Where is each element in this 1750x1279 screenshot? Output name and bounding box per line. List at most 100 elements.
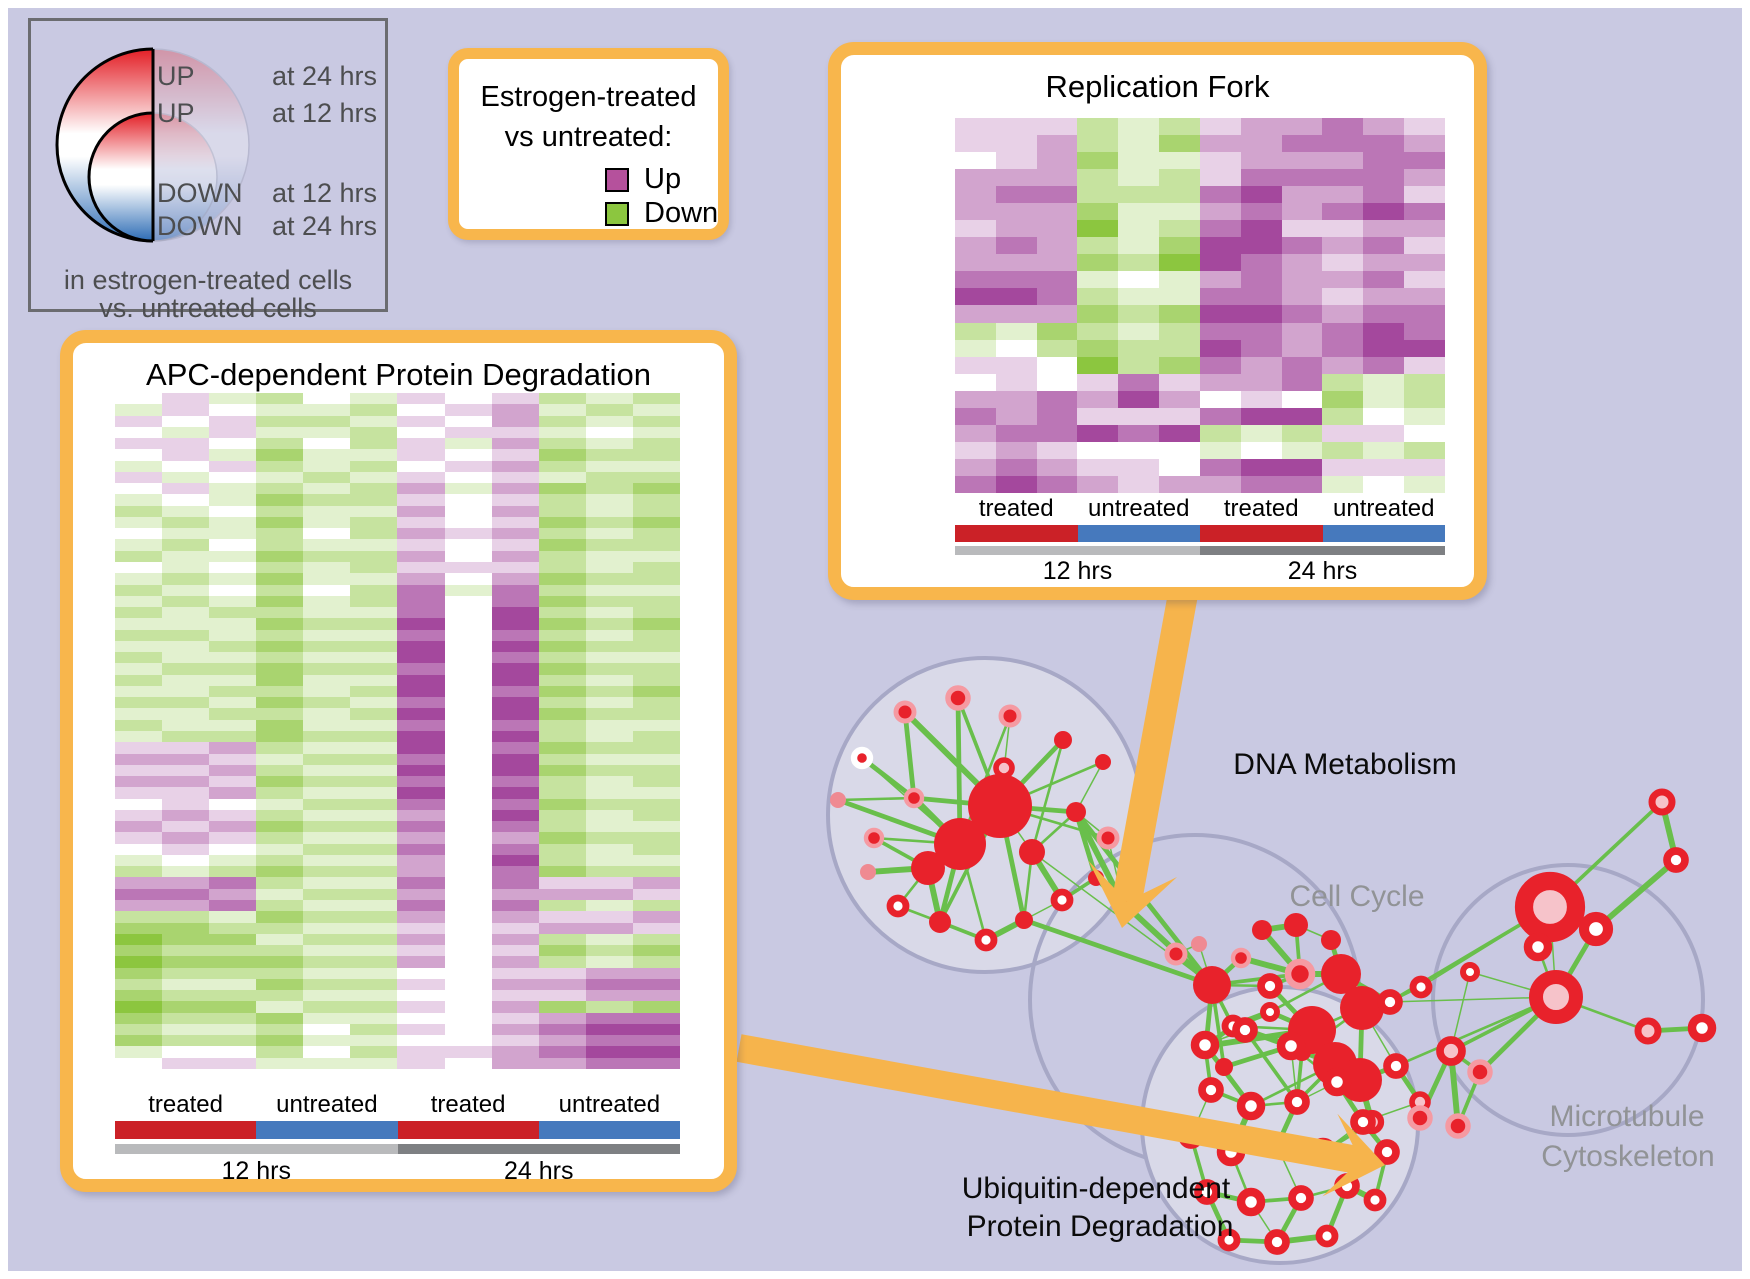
gene-node: [1687, 1013, 1717, 1043]
gene-node: [1019, 839, 1045, 865]
rf-condition-labels: treated untreated treated untreated: [955, 495, 1445, 523]
gene-node: [1066, 802, 1086, 822]
rf-treated-1: treated: [978, 495, 1054, 522]
rf-time-bars: [955, 546, 1445, 555]
rf-untreated-1: untreated: [1088, 495, 1190, 522]
apc-heatmap: [115, 393, 680, 1069]
gene-node: [860, 864, 876, 880]
legend-up-24-time: at 24 hrs: [271, 61, 377, 91]
cluster-label-cytoskeleton: Cytoskeleton: [1541, 1140, 1715, 1173]
gene-node: [1096, 826, 1120, 850]
apc-untreated-1: untreated: [276, 1091, 378, 1118]
estrogen-legend-title-line2: vs untreated:: [504, 121, 673, 153]
legend-footer-line1: in estrogen-treated cells: [63, 265, 353, 295]
gene-node: [1232, 1017, 1258, 1043]
gene-node: [1193, 966, 1231, 1004]
apc-title: APC-dependent Protein Degradation: [146, 357, 651, 392]
rf-untreated-bar-1: [1077, 525, 1200, 542]
gene-node: [968, 774, 1032, 838]
estrogen-legend-title-line1: Estrogen-treated: [480, 81, 697, 113]
gene-node: [1514, 871, 1586, 943]
gene-node: [1350, 1109, 1376, 1135]
apc-treated-2: treated: [430, 1091, 506, 1118]
gene-node: [1407, 1105, 1433, 1131]
gene-node: [1217, 1228, 1241, 1252]
rf-24hrs-bar: [1200, 546, 1445, 555]
legend-footer-line2: vs. untreated cells: [99, 293, 317, 323]
gene-node: [1315, 1224, 1339, 1248]
gene-node: [1215, 1058, 1233, 1076]
gene-node: [1190, 1030, 1220, 1060]
gene-node: [929, 911, 951, 933]
gene-node: [1634, 1017, 1662, 1045]
apc-untreated-2: untreated: [558, 1091, 661, 1118]
gene-node: [1663, 847, 1689, 873]
gene-node: [863, 827, 885, 849]
apc-12hrs-bar: [115, 1144, 398, 1154]
gene-node: [1252, 920, 1272, 940]
gene-node: [1523, 932, 1553, 962]
gene-node: [1377, 989, 1403, 1015]
gene-node: [1095, 754, 1111, 770]
gene-node: [1445, 1113, 1471, 1139]
gene-node: [1284, 913, 1308, 937]
cluster-label-dna-metabolism: DNA Metabolism: [1233, 748, 1457, 781]
rf-12hrs-label: 12 hrs: [1042, 557, 1113, 585]
legend-up-24-label: UP: [157, 61, 195, 91]
rf-time-labels: 12 hrs 24 hrs: [955, 557, 1445, 586]
gene-node: [850, 746, 874, 770]
gene-node: [1236, 1187, 1266, 1217]
gene-node: [998, 704, 1022, 728]
gene-node: [1198, 1077, 1224, 1103]
estrogen-legend-down-item: Down: [605, 197, 718, 230]
panel-arrow-shaft-2: [736, 1034, 1363, 1175]
panel-arrow-head-1: [1088, 860, 1178, 928]
gene-node: [893, 700, 917, 724]
rf-treated-bar-1: [955, 525, 1078, 542]
rf-12hrs-bar: [955, 546, 1200, 555]
gene-node: [993, 757, 1015, 779]
legend-down-12-time: at 12 hrs: [271, 178, 377, 208]
estrogen-legend-up-item: Up: [605, 163, 681, 196]
apc-condition-bars: [115, 1121, 680, 1139]
legend-down-12-label: DOWN: [157, 178, 243, 208]
gene-node: [1460, 962, 1480, 982]
apc-time-labels: 12 hrs 24 hrs: [115, 1157, 680, 1186]
gene-node: [1529, 970, 1583, 1024]
gene-node: [1194, 1179, 1220, 1205]
gene-node: [1321, 930, 1341, 950]
replication-fork-heatmap: [955, 118, 1445, 493]
gene-node: [1260, 1002, 1280, 1022]
apc-12hrs-label: 12 hrs: [221, 1157, 291, 1185]
gene-node: [1321, 954, 1361, 994]
apc-treated-bar-2: [397, 1121, 539, 1139]
gene-node: [1284, 1089, 1310, 1115]
down-label: Down: [644, 197, 719, 229]
apc-untreated-bar-1: [256, 1121, 398, 1139]
gene-node: [1050, 888, 1074, 912]
apc-24hrs-bar: [397, 1144, 680, 1154]
panel-arrow-head-2: [1322, 1113, 1385, 1197]
gene-node: [1230, 947, 1252, 969]
gene-node: [945, 685, 971, 711]
replication-fork-title: Replication Fork: [1045, 69, 1270, 104]
gene-node: [903, 787, 925, 809]
gene-node: [974, 928, 998, 952]
apc-panel: APC-dependent Protein Degradation treate…: [60, 330, 737, 1192]
rf-24hrs-label: 24 hrs: [1287, 557, 1358, 585]
legend-down-24-label: DOWN: [157, 211, 243, 241]
gene-node: [934, 818, 986, 870]
updown-ring-graphic: [55, 47, 250, 243]
gene-node: [1467, 1059, 1493, 1085]
gene-node: [1340, 986, 1384, 1030]
gene-node: [1276, 1031, 1306, 1061]
gene-node: [1284, 958, 1316, 990]
legend-down-24-time: at 24 hrs: [271, 211, 377, 241]
updown-ring-legend: UP at 24 hrs UP at 12 hrs DOWN at 12 hrs…: [28, 18, 388, 323]
down-color-swatch: [605, 201, 629, 226]
cluster-label-cell-cycle: Cell Cycle: [1289, 880, 1425, 913]
estrogen-color-legend: Estrogen-treated vs untreated: Up Down: [448, 48, 729, 240]
replication-fork-panel: Replication Fork treated untreated treat…: [828, 42, 1487, 600]
gene-node: [1054, 731, 1072, 749]
gene-node: [1578, 911, 1614, 947]
